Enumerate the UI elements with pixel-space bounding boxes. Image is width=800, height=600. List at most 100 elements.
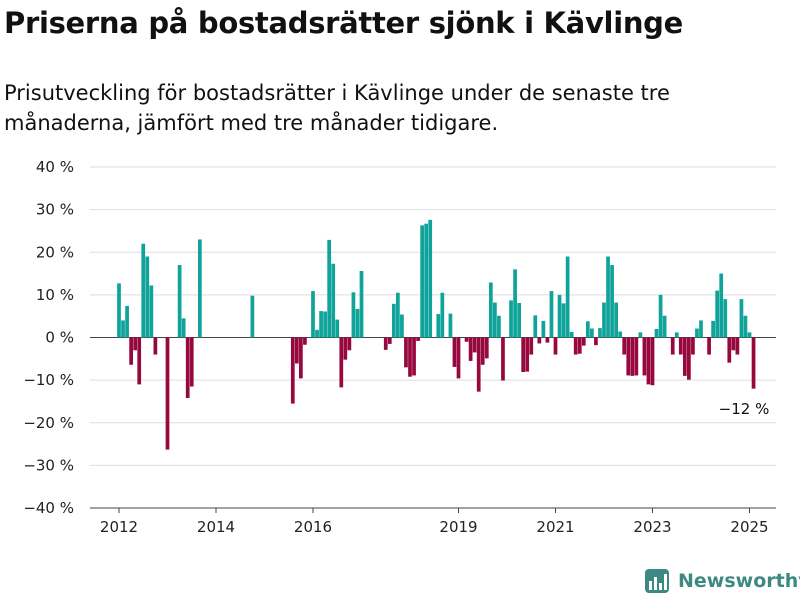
bar [456,337,461,379]
bar [383,337,388,350]
bar [662,315,667,338]
bar [404,337,408,368]
bar [674,332,679,338]
bar-chart: 40 %30 %20 %10 %0 %−10 %−20 %−30 %−40 % … [23,158,776,536]
bar [654,328,659,338]
bar [416,337,420,341]
bar [303,337,307,345]
brand-name: Newsworthy [678,570,800,592]
bar [678,337,683,355]
bar [299,337,303,379]
bar [290,337,295,404]
bar [743,315,748,338]
bar [533,315,538,338]
bar [585,321,590,338]
bar [695,328,699,338]
bar [565,256,570,338]
bar [638,332,643,338]
bar [614,302,618,338]
bar [634,337,639,376]
bar [452,337,457,367]
bar [420,225,424,338]
bar [197,239,202,338]
bar [351,292,356,338]
bar [553,337,558,355]
bar [396,292,400,338]
bar [117,283,121,338]
bar [359,271,364,338]
bar [561,303,566,338]
bar [549,291,554,338]
x-tick-label: 2014 [197,518,235,536]
bar [424,223,429,338]
bar [682,337,687,376]
bar [577,337,582,354]
bar [391,303,396,338]
bar [545,337,550,343]
bar [493,302,497,338]
bar [521,337,526,373]
newsworthy-brand: Newsworthy [644,568,800,594]
bar [323,311,327,338]
y-tick-label: 0 % [45,329,74,347]
bar [440,292,445,338]
y-axis-tick-labels: 40 % 30 % 20 % 10 % 0 % −10 % −20 % −30 % −40 % [23,158,74,517]
bar [658,294,663,338]
bar [343,337,348,360]
bar [711,320,715,338]
bar [137,337,142,385]
bar [747,332,752,338]
bar [602,302,606,338]
bar [590,328,594,338]
bar [133,337,138,351]
bar [412,337,416,376]
y-tick-label: −10 % [23,371,74,389]
bar [121,320,125,338]
y-tick-label: −40 % [23,499,74,517]
bar [319,311,323,338]
bar [355,308,360,338]
bar [311,291,315,338]
bar [687,337,691,380]
bar [541,320,546,338]
bar [606,256,610,338]
bar [569,331,574,338]
x-axis: 2012 2014 2016 2019 2021 2023 2025 [90,507,776,536]
bar [250,295,255,338]
bar [294,337,299,364]
bar [476,337,481,392]
chart-subtitle: Prisutveckling för bostadsrätter i Kävli… [4,81,670,135]
bar [149,285,154,338]
bar [739,299,744,338]
y-tick-label: −30 % [23,456,74,474]
bar [699,320,703,338]
bar [610,265,614,338]
bar [581,337,586,346]
bar [177,265,182,338]
bar [464,337,469,342]
x-tick-label: 2016 [294,518,332,536]
bar [598,328,602,338]
bar [488,282,493,338]
x-tick-label: 2023 [633,518,671,536]
bar [327,239,332,338]
newsworthy-logo-icon [645,569,669,593]
bar [646,337,651,385]
bar [529,337,534,355]
y-tick-label: 30 % [36,201,74,219]
bar [153,337,158,355]
x-tick-label: 2025 [730,518,768,536]
x-tick-label: 2019 [439,518,477,536]
bar [626,337,631,376]
bar [650,337,655,386]
bar [513,269,517,338]
bar [165,337,170,450]
bar [315,329,319,338]
bar [436,314,441,338]
bar [387,337,392,344]
bar [727,337,732,363]
bar [719,273,724,338]
bar [185,337,190,399]
bar [145,256,150,338]
bar [573,337,578,355]
